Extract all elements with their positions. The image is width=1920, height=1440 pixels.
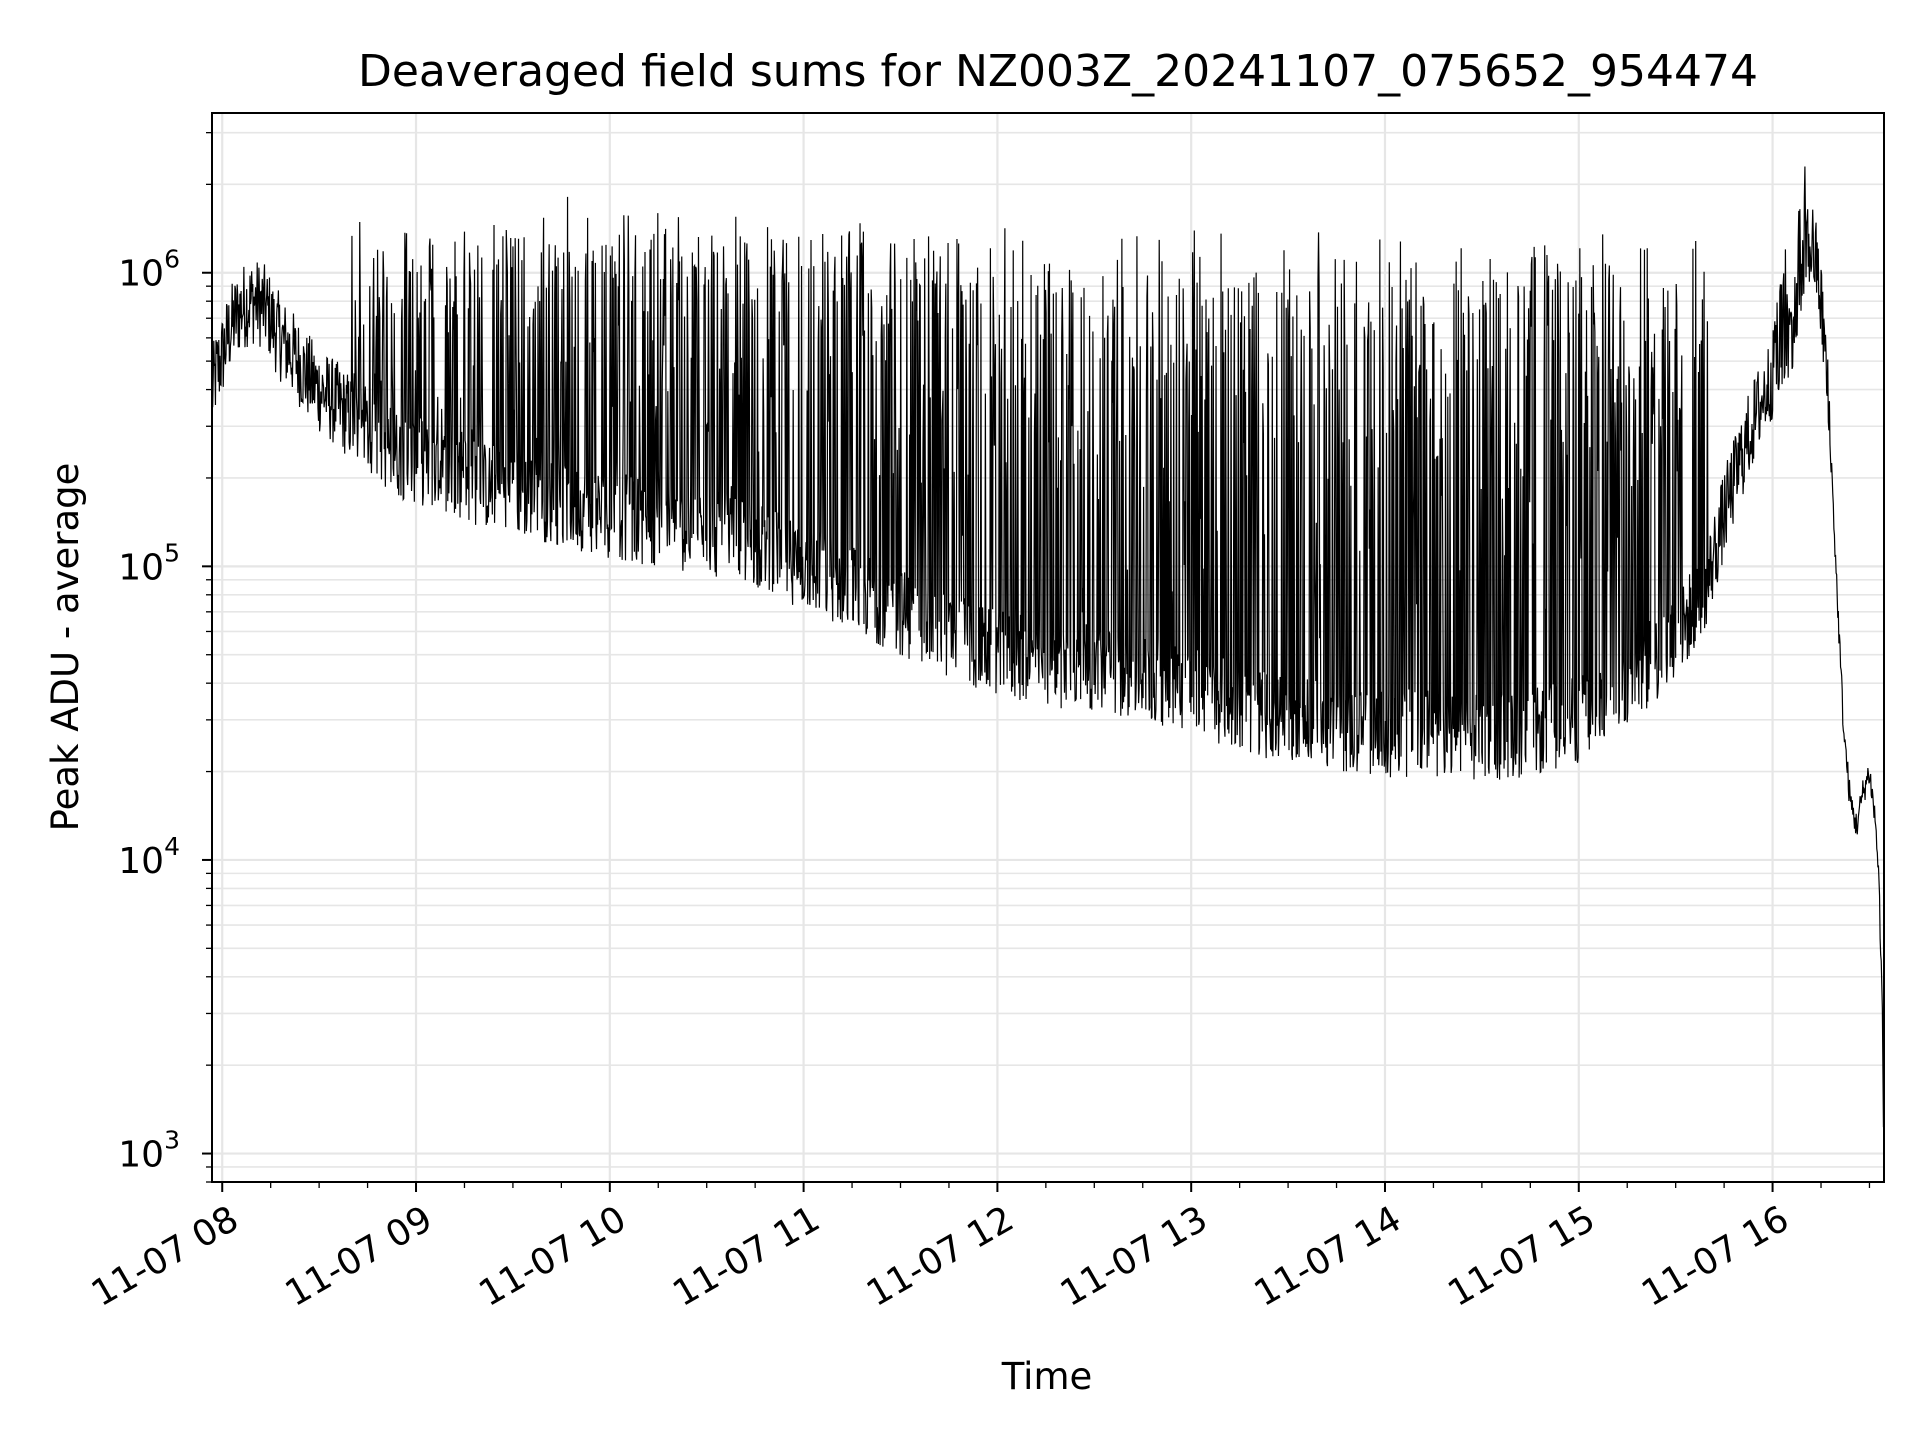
y-tick-exponent: 5 bbox=[164, 538, 180, 567]
x-tick-label: 11-07 16 bbox=[1635, 1198, 1796, 1314]
x-axis-label: Time bbox=[1001, 1355, 1093, 1398]
y-tick-label: 105 bbox=[118, 538, 180, 588]
chart-title: Deaveraged field sums for NZ003Z_2024110… bbox=[358, 46, 1758, 97]
y-tick-label: 106 bbox=[118, 245, 180, 295]
x-tick-label: 11-07 15 bbox=[1441, 1198, 1602, 1314]
x-tick-label: 11-07 11 bbox=[666, 1198, 827, 1314]
y-tick-label: 104 bbox=[118, 832, 180, 882]
y-tick-base: 10 bbox=[118, 547, 164, 588]
x-tick-label: 11-07 13 bbox=[1054, 1198, 1215, 1314]
plot-area bbox=[211, 166, 1885, 1128]
y-tick-exponent: 3 bbox=[164, 1126, 180, 1155]
x-tick-label: 11-07 09 bbox=[279, 1198, 440, 1314]
x-tick-label: 11-07 08 bbox=[85, 1198, 246, 1314]
y-axis-label: Peak ADU - average bbox=[44, 463, 87, 832]
series-line bbox=[211, 166, 1885, 1128]
y-tick-exponent: 4 bbox=[164, 832, 180, 861]
x-tick-label: 11-07 14 bbox=[1248, 1198, 1409, 1314]
x-tick-label: 11-07 10 bbox=[472, 1198, 633, 1314]
y-tick-label: 103 bbox=[118, 1126, 180, 1176]
plot-frame bbox=[211, 112, 1885, 1183]
x-axis: 11-07 08 11-07 09 11-07 10 11-07 11 11-07 12… bbox=[85, 1182, 1871, 1315]
y-tick-base: 10 bbox=[118, 841, 164, 882]
y-tick-base: 10 bbox=[118, 1135, 164, 1176]
x-tick-label: 11-07 12 bbox=[860, 1198, 1021, 1314]
y-tick-exponent: 6 bbox=[164, 245, 180, 274]
y-tick-base: 10 bbox=[118, 254, 164, 295]
